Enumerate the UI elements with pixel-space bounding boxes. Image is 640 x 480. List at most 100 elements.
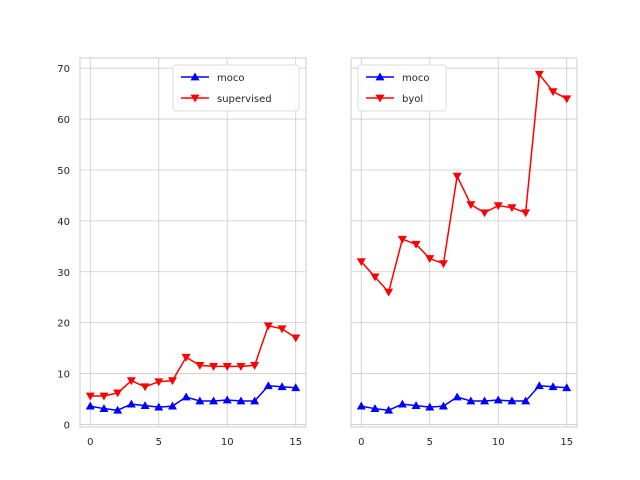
data-point-moco: [140, 401, 150, 409]
data-point-byol: [466, 201, 476, 210]
data-point-byol: [370, 273, 380, 282]
data-point-moco: [113, 405, 123, 414]
plot-area: [80, 58, 306, 427]
x-tick-label: 10: [492, 437, 505, 448]
y-tick-label: 30: [57, 268, 70, 279]
data-point-moco: [370, 404, 380, 413]
legend-marker-byol: [375, 94, 385, 103]
data-point-supervised: [113, 389, 123, 398]
data-point-moco: [411, 401, 421, 409]
data-point-moco: [397, 399, 407, 408]
data-point-byol: [356, 258, 366, 267]
data-point-byol: [397, 235, 407, 244]
data-point-supervised: [181, 353, 191, 362]
legend-marker-moco: [375, 72, 385, 81]
data-point-moco: [438, 401, 448, 410]
data-point-moco: [384, 405, 394, 414]
y-tick-label: 0: [64, 420, 70, 431]
data-point-byol: [411, 240, 421, 249]
plot-frame: [350, 57, 578, 428]
data-point-moco: [466, 396, 476, 405]
data-point-moco: [222, 395, 232, 404]
x-tick-label: 15: [289, 437, 302, 448]
data-point-moco: [154, 402, 164, 411]
data-point-byol: [507, 204, 517, 213]
legend-label-moco: moco: [217, 73, 244, 84]
data-point-byol: [534, 70, 544, 79]
x-tick-label: 0: [358, 437, 364, 448]
data-point-supervised: [195, 362, 205, 370]
data-point-supervised: [140, 383, 150, 392]
data-point-moco: [521, 396, 531, 405]
data-point-supervised: [263, 322, 273, 331]
legend-label-supervised: supervised: [217, 94, 272, 105]
legend-marker-supervised: [190, 94, 200, 103]
y-tick-label: 10: [57, 370, 70, 381]
data-point-moco: [250, 396, 260, 405]
y-tick-label: 60: [57, 115, 70, 126]
data-point-moco: [425, 402, 435, 411]
x-tick-label: 15: [560, 437, 573, 448]
x-tick-label: 5: [156, 437, 162, 448]
data-point-supervised: [99, 392, 109, 401]
data-point-supervised: [154, 378, 164, 387]
legend-label-moco: moco: [402, 73, 429, 84]
data-point-byol: [384, 288, 394, 297]
x-tick-label: 0: [87, 437, 93, 448]
data-point-moco: [507, 396, 517, 405]
data-point-moco: [85, 401, 95, 410]
data-point-moco: [181, 392, 191, 401]
data-point-supervised: [222, 363, 232, 371]
data-point-byol: [425, 255, 435, 264]
legend: moco byol: [357, 64, 447, 112]
data-point-moco: [99, 404, 109, 413]
data-point-supervised: [236, 363, 246, 371]
data-point-supervised: [126, 377, 136, 386]
series-line-moco: [361, 384, 567, 411]
data-point-moco: [480, 396, 490, 405]
data-point-moco: [452, 392, 462, 401]
data-point-supervised: [277, 325, 287, 334]
data-point-moco: [562, 383, 572, 392]
data-point-byol: [480, 209, 490, 218]
series-line-supervised: [90, 324, 297, 397]
data-point-byol: [562, 95, 572, 104]
data-point-moco: [126, 399, 136, 408]
plot-frame: [79, 57, 307, 428]
data-point-moco: [209, 396, 219, 405]
x-tick-label: 10: [221, 437, 234, 448]
data-point-moco: [356, 401, 366, 410]
chart-1: 0 5 10 15 0 10 20 30 40 50 60 70 moco supervised: [57, 57, 307, 448]
series-line-byol: [360, 72, 568, 294]
x-tick-label: 5: [427, 437, 433, 448]
data-point-supervised: [85, 392, 95, 401]
plot-area: [351, 58, 577, 427]
data-point-moco: [195, 396, 205, 405]
data-point-supervised: [167, 377, 177, 386]
chart-2: 0 5 10 15 moco byol: [350, 57, 578, 448]
data-point-supervised: [250, 362, 260, 370]
data-point-moco: [167, 401, 177, 410]
series-line-moco: [90, 384, 296, 411]
data-point-moco: [236, 396, 246, 405]
data-point-moco: [534, 381, 544, 390]
data-point-byol: [521, 209, 531, 218]
data-point-moco: [291, 383, 301, 392]
data-point-supervised: [209, 363, 219, 371]
legend-marker-moco: [190, 72, 200, 81]
data-point-byol: [438, 260, 448, 269]
data-point-byol: [548, 88, 558, 97]
y-tick-label: 20: [57, 319, 70, 330]
data-point-moco: [263, 381, 273, 390]
data-point-byol: [493, 202, 503, 211]
y-tick-label: 40: [57, 217, 70, 228]
legend-label-byol: byol: [402, 94, 423, 105]
y-tick-label: 70: [57, 64, 70, 75]
y-tick-label: 50: [57, 166, 70, 177]
legend: moco supervised: [172, 64, 300, 112]
data-point-moco: [277, 382, 287, 391]
data-point-byol: [452, 172, 462, 181]
data-point-supervised: [291, 334, 301, 343]
data-point-moco: [493, 395, 503, 404]
